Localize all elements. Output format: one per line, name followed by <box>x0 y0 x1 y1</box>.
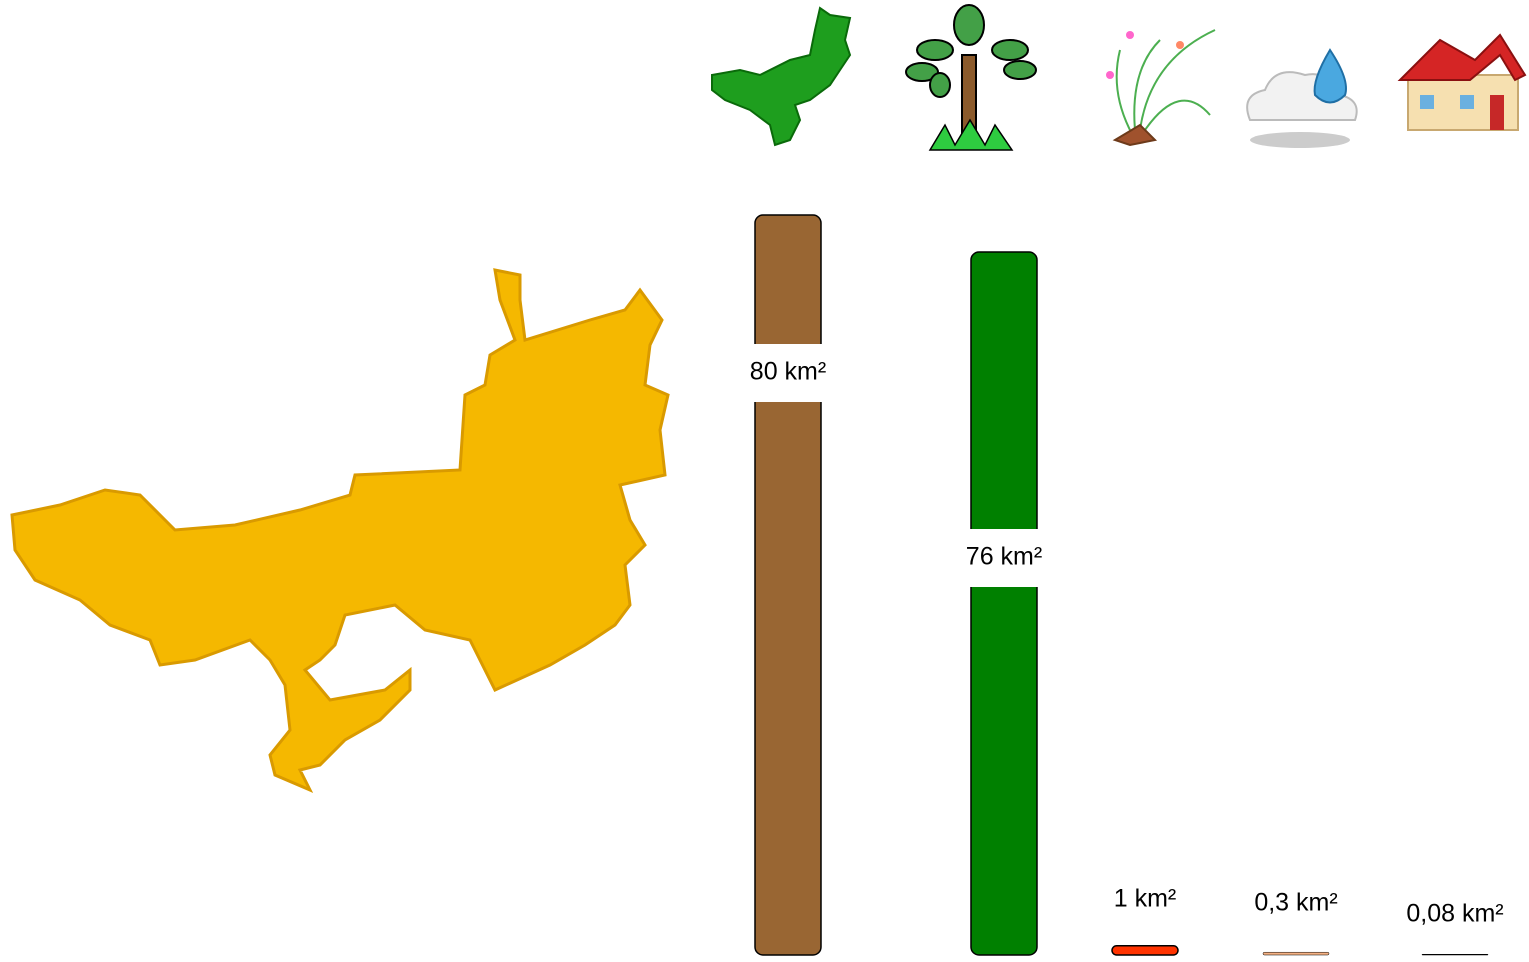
bar <box>1111 945 1179 956</box>
value-label: 76 km² <box>966 543 1042 571</box>
cloud-icon <box>1246 48 1358 148</box>
map-icon <box>711 6 852 147</box>
bar <box>1421 954 1489 956</box>
bar <box>754 214 822 956</box>
bar <box>970 251 1038 956</box>
plant-icon <box>1106 29 1216 147</box>
value-label: 0,08 km² <box>1406 900 1503 928</box>
house-icon <box>1397 33 1527 131</box>
label-band <box>752 344 824 402</box>
tree-icon <box>905 4 1037 151</box>
region-map <box>10 268 670 793</box>
value-label: 0,3 km² <box>1254 889 1337 917</box>
value-label: 80 km² <box>750 358 826 386</box>
value-label: 1 km² <box>1114 885 1177 913</box>
bar <box>1262 951 1330 956</box>
label-band <box>968 529 1040 587</box>
